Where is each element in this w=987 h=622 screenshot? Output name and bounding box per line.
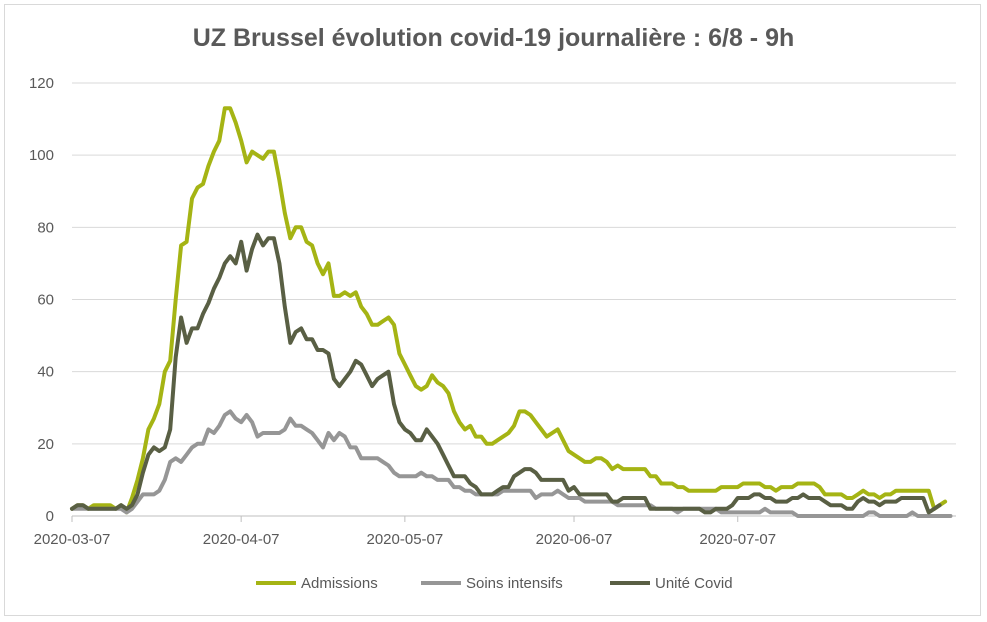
y-axis-ticks: 0 20 40 60 80 100 120	[29, 75, 54, 525]
x-tick-label: 2020-06-07	[536, 531, 613, 548]
y-tick-label: 120	[29, 75, 54, 92]
y-tick-label: 60	[37, 292, 54, 309]
legend-label: Unité Covid	[655, 575, 733, 592]
series-lines	[70, 106, 953, 518]
series-line-0	[70, 106, 948, 515]
y-tick-label: 80	[37, 219, 54, 236]
chart-title: UZ Brussel évolution covid-19 journalièr…	[192, 24, 795, 52]
x-tick-label: 2020-05-07	[366, 531, 443, 548]
x-tick-label: 2020-07-07	[699, 531, 776, 548]
y-tick-label: 0	[46, 508, 54, 525]
y-tick-label: 100	[29, 147, 54, 164]
legend-label: Admissions	[301, 575, 378, 592]
x-tick-label: 2020-04-07	[203, 531, 280, 548]
gridlines	[72, 82, 956, 517]
x-tick-label: 2020-03-07	[34, 531, 111, 548]
legend: Admissions Soins intensifs Unité Covid	[256, 575, 733, 592]
y-tick-label: 20	[37, 436, 54, 453]
legend-label: Soins intensifs	[466, 575, 563, 592]
series-line-1	[70, 409, 953, 518]
y-tick-label: 40	[37, 364, 54, 381]
series-line-2	[70, 232, 942, 515]
x-axis-ticks: 2020-03-07 2020-04-07 2020-05-07 2020-06-07…	[34, 516, 776, 548]
